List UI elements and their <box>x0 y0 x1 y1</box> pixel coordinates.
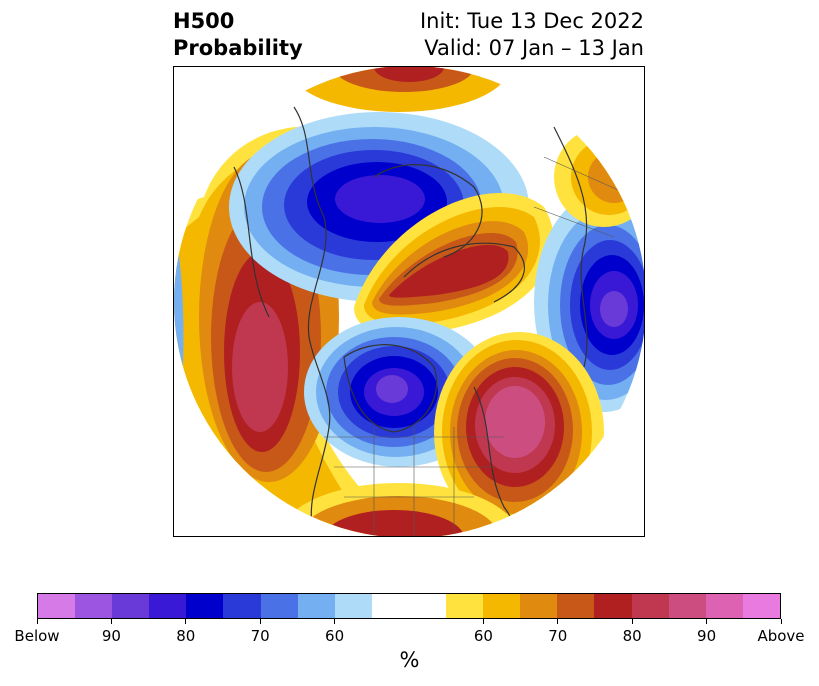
colorbar-segment <box>260 594 298 618</box>
colorbar-unit-label: % <box>399 648 420 672</box>
colorbar-tick-mark <box>780 619 782 624</box>
colorbar-tick-label: 90 <box>101 627 121 645</box>
colorbar-segment <box>334 594 372 618</box>
colorbar-segment <box>112 594 150 618</box>
colorbar-segment <box>371 594 409 618</box>
colorbar-segment <box>149 594 187 618</box>
anomaly-center-greenland-ridge <box>354 193 554 334</box>
colorbar-tick-mark <box>36 619 38 624</box>
colorbar-segment <box>668 594 706 618</box>
colorbar-tick-mark <box>334 619 336 624</box>
probability-map <box>173 66 645 537</box>
plot-title-variable: H500 <box>173 9 235 33</box>
colorbar-tick-label: 80 <box>176 627 196 645</box>
colorbar-tick-label: 70 <box>250 627 270 645</box>
probability-colorbar <box>37 593 781 619</box>
plot-title-right: Init: Tue 13 Dec 2022 Valid: 07 Jan – 13… <box>420 8 644 62</box>
colorbar-tick-mark <box>110 619 112 624</box>
colorbar-tick-mark <box>706 619 708 624</box>
coastlines <box>233 106 588 536</box>
colorbar-segment <box>297 594 335 618</box>
colorbar-segment <box>38 594 76 618</box>
colorbar-segment <box>520 594 558 618</box>
colorbar-segment <box>557 594 595 618</box>
colorbar-segment <box>186 594 224 618</box>
plot-title-left: H500 Probability <box>173 8 303 62</box>
colorbar-segment <box>594 594 632 618</box>
colorbar-tick-mark <box>631 619 633 624</box>
colorbar-tick-label: Below <box>14 627 60 645</box>
colorbar-tick-mark <box>185 619 187 624</box>
map-canvas <box>174 67 644 536</box>
colorbar-segment <box>705 594 743 618</box>
colorbar-tick-label: Above <box>757 627 805 645</box>
colorbar-tick-label: 70 <box>548 627 568 645</box>
colorbar-segment <box>408 594 447 618</box>
anomaly-center-atlantic-ridge <box>434 332 604 532</box>
colorbar-tick-mark <box>557 619 559 624</box>
colorbar-segment <box>75 594 113 618</box>
colorbar-segment <box>446 594 484 618</box>
colorbar-tick-label: 90 <box>697 627 717 645</box>
colorbar-tick-mark <box>482 619 484 624</box>
init-time-label: Init: Tue 13 Dec 2022 <box>419 9 644 33</box>
colorbar-segment <box>631 594 669 618</box>
anomaly-contours <box>174 67 644 536</box>
colorbar-tick-label: 80 <box>622 627 642 645</box>
colorbar-tick-label: 60 <box>325 627 345 645</box>
colorbar-segment <box>223 594 261 618</box>
colorbar-tick-mark <box>259 619 261 624</box>
colorbar-segment <box>742 594 780 618</box>
plot-title-metric: Probability <box>173 36 303 60</box>
colorbar-segment <box>483 594 521 618</box>
valid-period-label: Valid: 07 Jan – 13 Jan <box>424 36 644 60</box>
colorbar-tick-label: 60 <box>473 627 493 645</box>
